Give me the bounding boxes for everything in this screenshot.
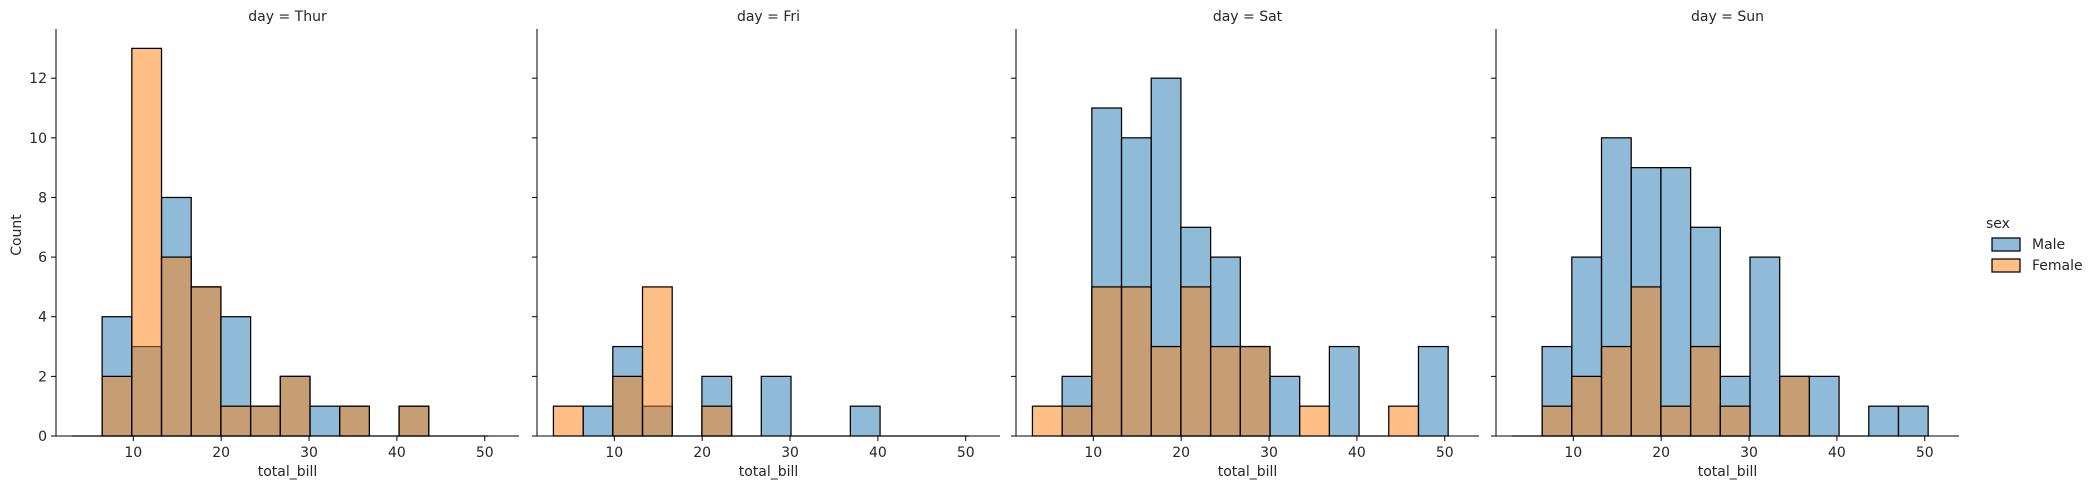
panel-day-thur: 10 20 30 40 50 0 2 4 6 8 10 12 day = Thur total_bill [29,9,519,480]
y-tick-label-2: 2 [38,369,47,385]
bar-female-3 [1120,286,1152,437]
x-tick-label-20: 20 [1172,445,1190,461]
bar-female-6 [1689,345,1721,437]
panel-day-sun: 10 20 30 40 50 day = Sun total_bill [1491,9,1959,480]
bar-male-8 [309,405,341,437]
x-tick-label-50: 50 [1916,445,1934,461]
bar-female-3 [641,286,673,437]
bar-female-2 [1571,375,1603,437]
x-axis-label: total_bill [1218,464,1278,480]
bar-male-13 [1417,345,1449,437]
x-tick-label-30: 30 [1260,445,1278,461]
x-axis-label: total_bill [258,464,318,480]
x-tick-label-30: 30 [1740,445,1758,461]
bar-female-5 [220,405,252,437]
x-tick-label-30: 30 [300,445,318,461]
bar-female-7 [1239,345,1271,437]
bar-male-10 [1328,345,1360,437]
bar-male-8 [1269,375,1301,437]
legend-label-male: Male [2032,237,2065,253]
panel-day-sat: 10 20 30 40 50 day = Sat total_bill [1011,9,1479,480]
panel-title: day = Thur [248,9,327,25]
x-tick-label-10: 10 [1564,445,1582,461]
x-axis-label: total_bill [1698,464,1758,480]
bar-female-6 [1209,345,1241,437]
bar-female-0 [552,405,584,437]
bar-female-4 [1150,345,1182,437]
bar-female-7 [1719,405,1751,437]
y-tick-label-4: 4 [38,310,47,326]
x-tick-label-30: 30 [781,445,799,461]
bar-female-5 [1180,286,1212,437]
bar-female-4 [1630,286,1662,437]
x-tick-label-40: 40 [388,445,406,461]
bar-female-4 [190,286,222,437]
bar-male-7 [760,375,792,437]
panel-day-fri: 10 20 30 40 50 day = Fri total_bill [532,9,1000,480]
panel-title: day = Fri [737,9,800,25]
bar-female-1 [1541,405,1573,437]
legend-title: sex [1986,216,2010,232]
x-tick-label-10: 10 [1084,445,1102,461]
panel-title: day = Sat [1213,9,1283,25]
x-tick-label-40: 40 [1828,445,1846,461]
bar-female-5 [701,405,733,437]
bar-male-12 [1868,405,1900,437]
bar-male-10 [849,405,881,437]
panel-title: day = Sun [1691,9,1764,25]
bar-female-5 [1660,405,1692,437]
legend: sex Male Female [1986,216,2083,274]
x-axis-label: total_bill [739,464,799,480]
y-tick-label-0: 0 [38,429,47,445]
bar-female-0 [1031,405,1063,437]
bar-male-1 [582,405,614,437]
bar-female-2 [612,375,644,437]
y-tick-label-12: 12 [29,71,47,87]
y-tick-label-8: 8 [38,190,47,206]
bar-male-10 [1808,375,1840,437]
y-axis-label: Count [9,214,25,256]
x-tick-label-50: 50 [957,445,975,461]
bar-male-13 [1897,405,1929,437]
x-tick-label-20: 20 [693,445,711,461]
bar-female-2 [131,47,163,437]
y-tick-label-6: 6 [38,250,47,266]
x-tick-label-40: 40 [869,445,887,461]
legend-swatch-male [1991,237,2021,252]
legend-label-female: Female [2032,258,2083,274]
bar-female-6 [249,405,281,437]
bar-female-7 [279,375,311,437]
x-tick-label-50: 50 [1436,445,1454,461]
x-tick-label-50: 50 [476,445,494,461]
bar-female-9 [339,405,371,437]
bar-female-11 [398,405,430,437]
legend-swatch-female [1991,258,2021,273]
bar-female-2 [1091,286,1123,437]
x-tick-label-10: 10 [124,445,142,461]
bar-female-9 [1299,405,1331,437]
bar-male-5 [1660,167,1692,437]
bar-female-9 [1779,375,1811,437]
bar-male-8 [1749,256,1781,437]
x-tick-label-20: 20 [212,445,230,461]
bar-female-12 [1388,405,1420,437]
bar-female-3 [160,256,192,437]
bar-female-3 [1600,345,1632,437]
x-tick-label-40: 40 [1348,445,1366,461]
x-tick-label-10: 10 [605,445,623,461]
bar-female-1 [101,375,133,437]
x-tick-label-20: 20 [1652,445,1670,461]
y-tick-label-10: 10 [29,131,47,147]
bar-female-1 [1061,405,1093,437]
